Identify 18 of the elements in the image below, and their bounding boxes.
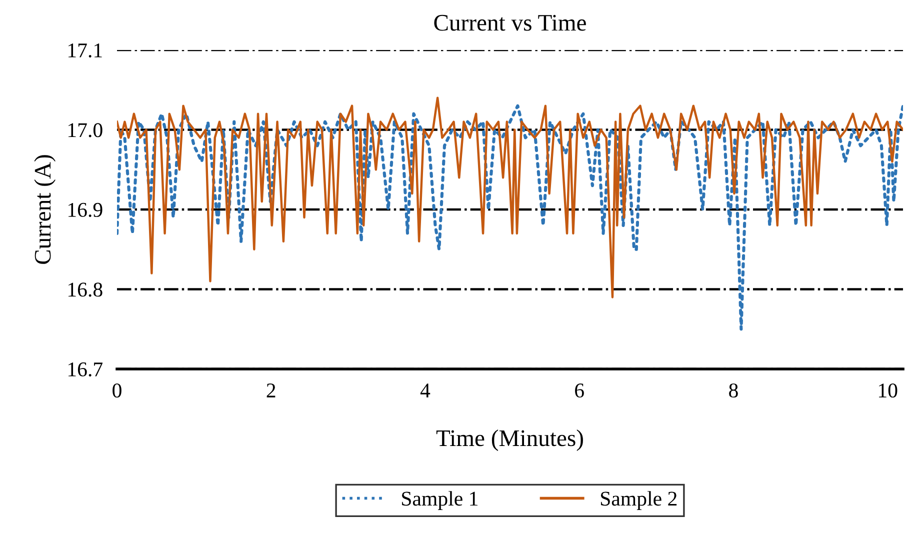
legend-label: Sample 2 [600, 491, 677, 510]
chart-title: Current vs Time [434, 14, 586, 31]
legend-label: Sample 1 [402, 491, 478, 510]
x-tick-label: 6 [575, 384, 584, 398]
y-tick-label: 16.9 [68, 202, 102, 218]
line-series [117, 96, 903, 298]
x-tick-label: 2 [266, 384, 276, 398]
y-tick-label: 16.8 [68, 282, 102, 297]
x-tick-label: 8 [729, 383, 738, 398]
x-tick-label: 10 [879, 383, 898, 398]
line-series [117, 104, 903, 331]
x-tick-label: 0 [112, 383, 122, 398]
x-axis-title: Time (Minutes) [436, 430, 583, 451]
y-tick-label: 17.0 [68, 123, 102, 138]
y-tick-label: 17.1 [68, 43, 102, 58]
y-tick-label: 16.7 [68, 362, 103, 377]
x-tick-label: 4 [420, 384, 430, 398]
y-axis-title: Current (A) [34, 155, 56, 264]
